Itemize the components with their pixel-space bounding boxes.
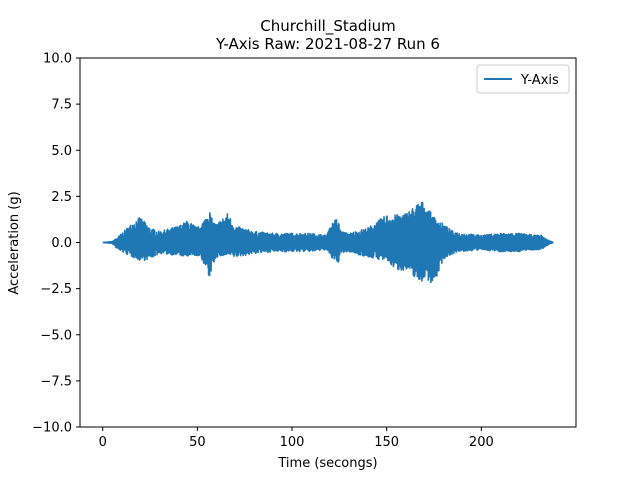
legend: Y-Axis: [476, 64, 570, 94]
x-tick-label: 0: [99, 435, 107, 450]
y-tick-label: −7.5: [40, 374, 72, 389]
x-tick-label: 100: [280, 435, 305, 450]
y-tick-label: 5.0: [51, 144, 72, 159]
chart-subtitle: Y-Axis Raw: 2021-08-27 Run 6: [215, 35, 440, 53]
y-tick-label: −2.5: [40, 282, 72, 297]
series-line-y-axis: [102, 201, 554, 284]
x-axis-label: Time (secongs): [277, 456, 377, 471]
y-tick-label: 7.5: [51, 98, 72, 113]
legend-box: [476, 64, 570, 94]
plot-area: [102, 201, 554, 284]
x-axis: 0 50 100 150 200: [99, 427, 494, 450]
chart-title: Churchill_Stadium: [260, 17, 395, 36]
x-tick-label: 200: [469, 435, 494, 450]
y-tick-label: −10.0: [32, 421, 72, 436]
y-axis: 10.0 7.5 5.0 2.5 0.0 −2.5 −5.0 −7.5 −10.0: [32, 52, 80, 436]
y-tick-label: −5.0: [40, 328, 72, 343]
x-tick-label: 50: [189, 435, 206, 450]
y-tick-label: 2.5: [51, 190, 72, 205]
legend-label-y-axis: Y-Axis: [520, 73, 559, 88]
y-tick-label: 0.0: [51, 236, 72, 251]
y-axis-label: Acceleration (g): [7, 191, 22, 294]
y-tick-label: 10.0: [43, 52, 72, 67]
x-tick-label: 150: [374, 435, 399, 450]
